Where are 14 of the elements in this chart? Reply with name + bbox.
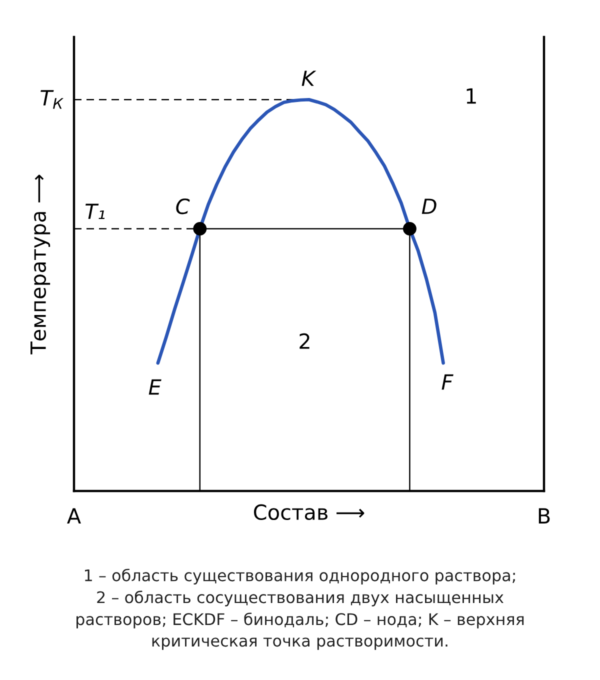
text: 1 – область существования однородного раствора; 2 – область сосуществования двух насыщенных растворов; ECKDF – бинодаль; CD – нода; K – верхняя критическая точка растворимости.	[76, 568, 524, 650]
annotation: E	[148, 379, 162, 395]
x-tick-label: B	[538, 508, 550, 524]
annotation: T₁	[86, 204, 105, 219]
annotation: 1	[466, 88, 476, 104]
x-axis-title: Состав ⟶	[254, 504, 364, 520]
y-axis-title: Температура ⟶	[30, 174, 50, 354]
text: K	[302, 70, 316, 86]
annotation: C	[176, 198, 190, 214]
ref-line-label: T$_{К}$	[40, 90, 64, 109]
annotation: D	[422, 198, 436, 214]
annotation: 2	[300, 333, 310, 349]
x-tick-label: A	[67, 508, 81, 524]
annotation: F	[442, 374, 454, 390]
